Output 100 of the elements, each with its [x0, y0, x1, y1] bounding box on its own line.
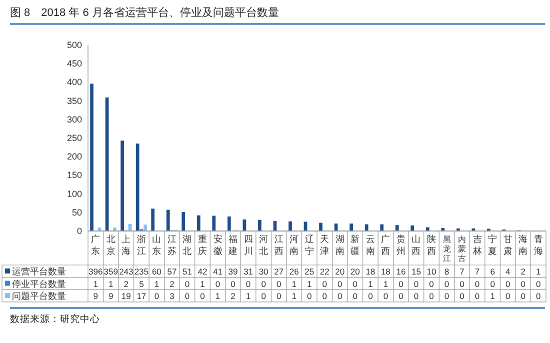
- data-label: 0: [474, 291, 480, 302]
- x-tick-label: 广东: [91, 234, 100, 256]
- data-label: 1: [108, 278, 114, 289]
- data-label: 0: [414, 291, 419, 302]
- y-tick-label: 500: [66, 40, 82, 50]
- data-label: 18: [380, 266, 391, 276]
- x-tick-label: 河南: [290, 234, 299, 256]
- data-label: 0: [184, 291, 190, 302]
- data-label: 0: [352, 278, 358, 289]
- x-tick-label: 福建: [228, 234, 238, 256]
- data-label: 1: [215, 291, 220, 302]
- data-label: 1: [490, 291, 496, 302]
- data-label: 2: [170, 278, 175, 289]
- data-label: 31: [244, 266, 254, 276]
- data-label: 0: [505, 291, 510, 302]
- data-label: 2: [520, 266, 526, 276]
- data-label: 1: [246, 291, 251, 302]
- y-tick-label: 300: [66, 114, 82, 124]
- data-label: 1: [536, 266, 541, 276]
- data-label: 8: [444, 266, 450, 276]
- data-label: 3: [170, 291, 175, 302]
- x-tick-label: 甘肃: [503, 234, 512, 256]
- data-label: 0: [215, 278, 220, 289]
- data-label: 9: [108, 291, 114, 302]
- data-label: 0: [536, 291, 541, 302]
- x-tick-label: 天津: [320, 234, 330, 256]
- x-tick-label: 江苏: [167, 234, 176, 256]
- data-label: 0: [368, 291, 374, 302]
- data-label: 0: [444, 291, 450, 302]
- data-label: 22: [320, 266, 330, 276]
- data-label: 26: [289, 266, 300, 276]
- data-label: 30: [258, 266, 269, 276]
- data-label: 0: [322, 278, 328, 289]
- data-label: 396: [88, 266, 103, 276]
- y-tick-label: 100: [66, 188, 82, 199]
- data-label: 6: [490, 266, 496, 276]
- data-label: 15: [412, 266, 422, 276]
- data-label: 0: [444, 278, 450, 289]
- data-label: 1: [368, 278, 374, 289]
- x-tick-label: 安徽: [213, 234, 222, 256]
- x-tick-label: 贵州: [396, 234, 406, 256]
- data-label: 0: [230, 278, 236, 289]
- data-label: 1: [383, 278, 388, 289]
- data-label: 243: [119, 266, 134, 276]
- data-label: 0: [276, 291, 282, 302]
- data-label: 0: [383, 291, 388, 302]
- data-label: 1: [292, 278, 297, 289]
- data-label: 0: [338, 291, 343, 302]
- source-note: 数据来源：研究中心: [10, 313, 100, 325]
- data-label: 27: [274, 266, 284, 276]
- x-tick-label: 湖南: [335, 234, 344, 256]
- data-label: 0: [460, 278, 465, 289]
- data-label: 17: [136, 291, 146, 302]
- data-label: 10: [426, 266, 436, 276]
- data-label: 0: [184, 278, 190, 289]
- x-tick-label: 四川: [244, 234, 253, 256]
- data-label: 0: [200, 291, 206, 302]
- data-label: 1: [307, 278, 312, 289]
- data-label: 0: [505, 278, 510, 289]
- y-tick-label: 450: [66, 58, 82, 69]
- data-label: 7: [460, 266, 465, 276]
- data-label: 0: [414, 278, 419, 289]
- data-label: 4: [505, 266, 510, 276]
- data-label: 1: [292, 291, 297, 302]
- data-label: 0: [154, 291, 160, 302]
- x-tick-label: 江西: [274, 234, 284, 256]
- data-label: 1: [93, 278, 98, 289]
- data-label: 0: [460, 291, 465, 302]
- data-label: 0: [338, 278, 343, 289]
- data-label: 18: [366, 266, 376, 276]
- legend-label: 问题平台数量: [12, 291, 66, 302]
- data-label: 20: [350, 266, 360, 276]
- x-tick-label: 青海: [534, 234, 543, 256]
- data-label: 1: [154, 278, 160, 289]
- x-tick-label: 北京: [106, 234, 116, 256]
- x-tick-label: 云南: [366, 234, 375, 256]
- data-label: 20: [335, 266, 345, 276]
- x-tick-label: 广西: [381, 234, 390, 256]
- x-tick-label: 山东: [152, 234, 162, 256]
- data-label: 0: [322, 291, 328, 302]
- legend-label: 运营平台数量: [12, 266, 66, 276]
- data-label: 7: [474, 266, 480, 276]
- data-label: 359: [104, 266, 118, 276]
- x-tick-label: 吉林: [472, 234, 482, 256]
- x-tick-label: 辽宁: [304, 234, 314, 256]
- data-label: 0: [520, 278, 526, 289]
- x-tick-label: 新疆: [350, 234, 360, 256]
- data-label: 42: [198, 266, 208, 276]
- legend-label: 停业平台数量: [12, 278, 66, 289]
- data-label: 0: [261, 278, 266, 289]
- data-label: 9: [93, 291, 98, 302]
- y-tick-label: 50: [72, 207, 82, 218]
- data-label: 41: [213, 266, 223, 276]
- data-label: 0: [398, 278, 404, 289]
- x-tick-label: 内蒙古: [458, 235, 466, 263]
- data-label: 57: [167, 266, 177, 276]
- data-label: 39: [228, 266, 238, 276]
- data-label: 25: [304, 266, 314, 276]
- data-label: 1: [200, 278, 206, 289]
- data-label: 2: [230, 291, 236, 302]
